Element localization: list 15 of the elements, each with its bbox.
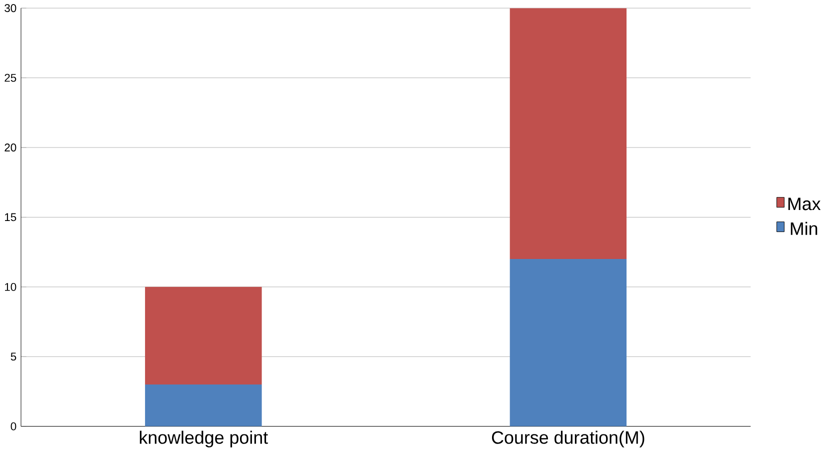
y-tick-label: 25 [4, 74, 16, 82]
y-tick-label: 5 [10, 352, 16, 361]
y-tick-label: 10 [5, 283, 16, 292]
bar [510, 8, 627, 260]
bar [510, 259, 627, 427]
legend-label: Min [790, 222, 818, 236]
x-tick-label: knowledge point [140, 430, 268, 448]
y-tick-label: 20 [4, 144, 16, 152]
y-tick-label: 30 [4, 4, 16, 12]
y-tick-label: 0 [10, 422, 16, 431]
bar [145, 384, 262, 427]
x-tick-label: Course duration(M) [492, 430, 644, 448]
bar [145, 287, 262, 385]
legend-label: Max [788, 198, 821, 210]
y-tick-label: 15 [5, 214, 16, 222]
